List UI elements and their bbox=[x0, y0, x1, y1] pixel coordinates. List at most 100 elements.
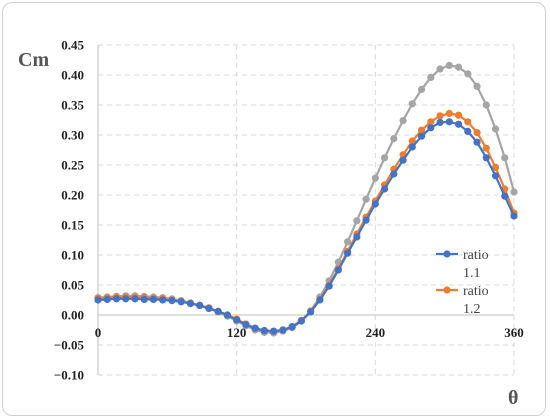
data-point bbox=[288, 323, 296, 331]
data-point bbox=[390, 170, 398, 178]
legend-label: 1.1 bbox=[463, 266, 481, 281]
data-point bbox=[122, 295, 130, 303]
y-tick-label: 0.40 bbox=[61, 68, 84, 83]
grid-lines bbox=[98, 44, 515, 376]
series-line bbox=[97, 64, 516, 335]
x-tick-label: 120 bbox=[227, 325, 247, 340]
data-point bbox=[362, 195, 370, 203]
data-point bbox=[344, 249, 352, 257]
y-tick-label: 0.05 bbox=[61, 278, 84, 293]
data-point bbox=[510, 212, 518, 220]
data-point bbox=[399, 117, 407, 125]
data-point bbox=[307, 308, 315, 316]
x-tick-label: 240 bbox=[366, 325, 386, 340]
data-point bbox=[168, 297, 176, 305]
data-point bbox=[131, 295, 139, 303]
data-point bbox=[94, 296, 102, 304]
data-point bbox=[473, 138, 481, 146]
data-point bbox=[501, 192, 509, 200]
y-tick-label: −0.10 bbox=[54, 368, 84, 383]
data-point bbox=[501, 154, 509, 162]
data-point bbox=[205, 304, 213, 312]
y-tick-label: 0.20 bbox=[61, 188, 84, 203]
x-tick-labels: 0 120 240 360 bbox=[95, 325, 524, 340]
y-tick-label: 0.35 bbox=[61, 98, 84, 113]
data-point bbox=[408, 143, 416, 151]
data-point bbox=[214, 307, 222, 315]
series-line bbox=[97, 120, 515, 333]
data-point bbox=[186, 300, 195, 308]
data-point bbox=[344, 238, 352, 246]
data-point bbox=[417, 126, 426, 134]
data-point bbox=[223, 311, 232, 319]
data-point bbox=[380, 154, 389, 162]
data-point bbox=[233, 316, 241, 324]
data-point bbox=[149, 295, 158, 303]
data-point bbox=[408, 100, 416, 108]
data-point bbox=[159, 296, 167, 304]
y-tick-label: 0.25 bbox=[61, 158, 84, 173]
y-tick-label: 0.10 bbox=[61, 248, 84, 263]
data-point bbox=[464, 118, 472, 126]
data-point bbox=[482, 101, 490, 109]
data-point bbox=[464, 127, 472, 135]
y-tick-label: 0.45 bbox=[61, 38, 84, 53]
data-point bbox=[371, 200, 379, 208]
data-point bbox=[417, 85, 426, 93]
data-point bbox=[325, 282, 333, 290]
x-axis-label: θ bbox=[508, 387, 518, 409]
data-point bbox=[473, 82, 481, 90]
data-point bbox=[140, 295, 148, 303]
data-point bbox=[353, 217, 361, 225]
data-point bbox=[297, 317, 305, 325]
data-point bbox=[427, 118, 435, 126]
legend-label: ratio bbox=[463, 284, 489, 299]
data-point bbox=[454, 111, 463, 119]
data-point bbox=[103, 295, 111, 303]
x-tick-label: 360 bbox=[504, 325, 524, 340]
data-point bbox=[482, 154, 490, 162]
y-tick-label: −0.05 bbox=[54, 338, 85, 353]
data-point bbox=[473, 129, 481, 137]
data-point bbox=[353, 233, 361, 241]
data-point bbox=[371, 174, 379, 182]
y-tick-label: 0.00 bbox=[61, 308, 84, 323]
legend-marker bbox=[443, 250, 451, 258]
data-point bbox=[436, 65, 444, 73]
data-point bbox=[491, 172, 500, 180]
y-tick-label: 0.15 bbox=[61, 218, 84, 233]
legend-label: 1.2 bbox=[463, 302, 481, 317]
data-point bbox=[491, 125, 500, 133]
data-point bbox=[491, 163, 500, 171]
data-point bbox=[334, 266, 342, 274]
y-axis-label: Cm bbox=[18, 49, 49, 71]
y-tick-labels: 0.45 0.40 0.35 0.30 0.25 0.20 0.15 0.10 0.05 0.00… bbox=[54, 38, 85, 383]
legend-marker bbox=[443, 286, 451, 294]
data-point bbox=[380, 185, 389, 193]
data-point bbox=[270, 327, 278, 335]
data-point bbox=[482, 144, 490, 152]
data-point bbox=[427, 124, 435, 132]
data-point bbox=[399, 156, 407, 164]
x-tick-label: 0 bbox=[95, 325, 102, 340]
legend: ratio 1.1 ratio 1.2 bbox=[436, 248, 489, 317]
data-point bbox=[316, 296, 324, 304]
data-point bbox=[251, 324, 259, 332]
data-point bbox=[436, 118, 444, 126]
data-point bbox=[427, 73, 435, 81]
data-point bbox=[112, 295, 121, 303]
data-point bbox=[362, 216, 370, 224]
axes bbox=[97, 45, 514, 375]
data-point bbox=[196, 301, 204, 309]
data-point bbox=[464, 70, 472, 78]
y-tick-label: 0.30 bbox=[61, 128, 84, 143]
data-point bbox=[390, 135, 398, 143]
data-point bbox=[445, 61, 453, 69]
legend-label: ratio bbox=[463, 248, 489, 263]
data-point bbox=[242, 321, 250, 329]
chart-frame bbox=[2, 2, 546, 416]
data-point bbox=[445, 118, 453, 126]
data-point bbox=[445, 109, 453, 117]
data-point bbox=[436, 112, 444, 120]
